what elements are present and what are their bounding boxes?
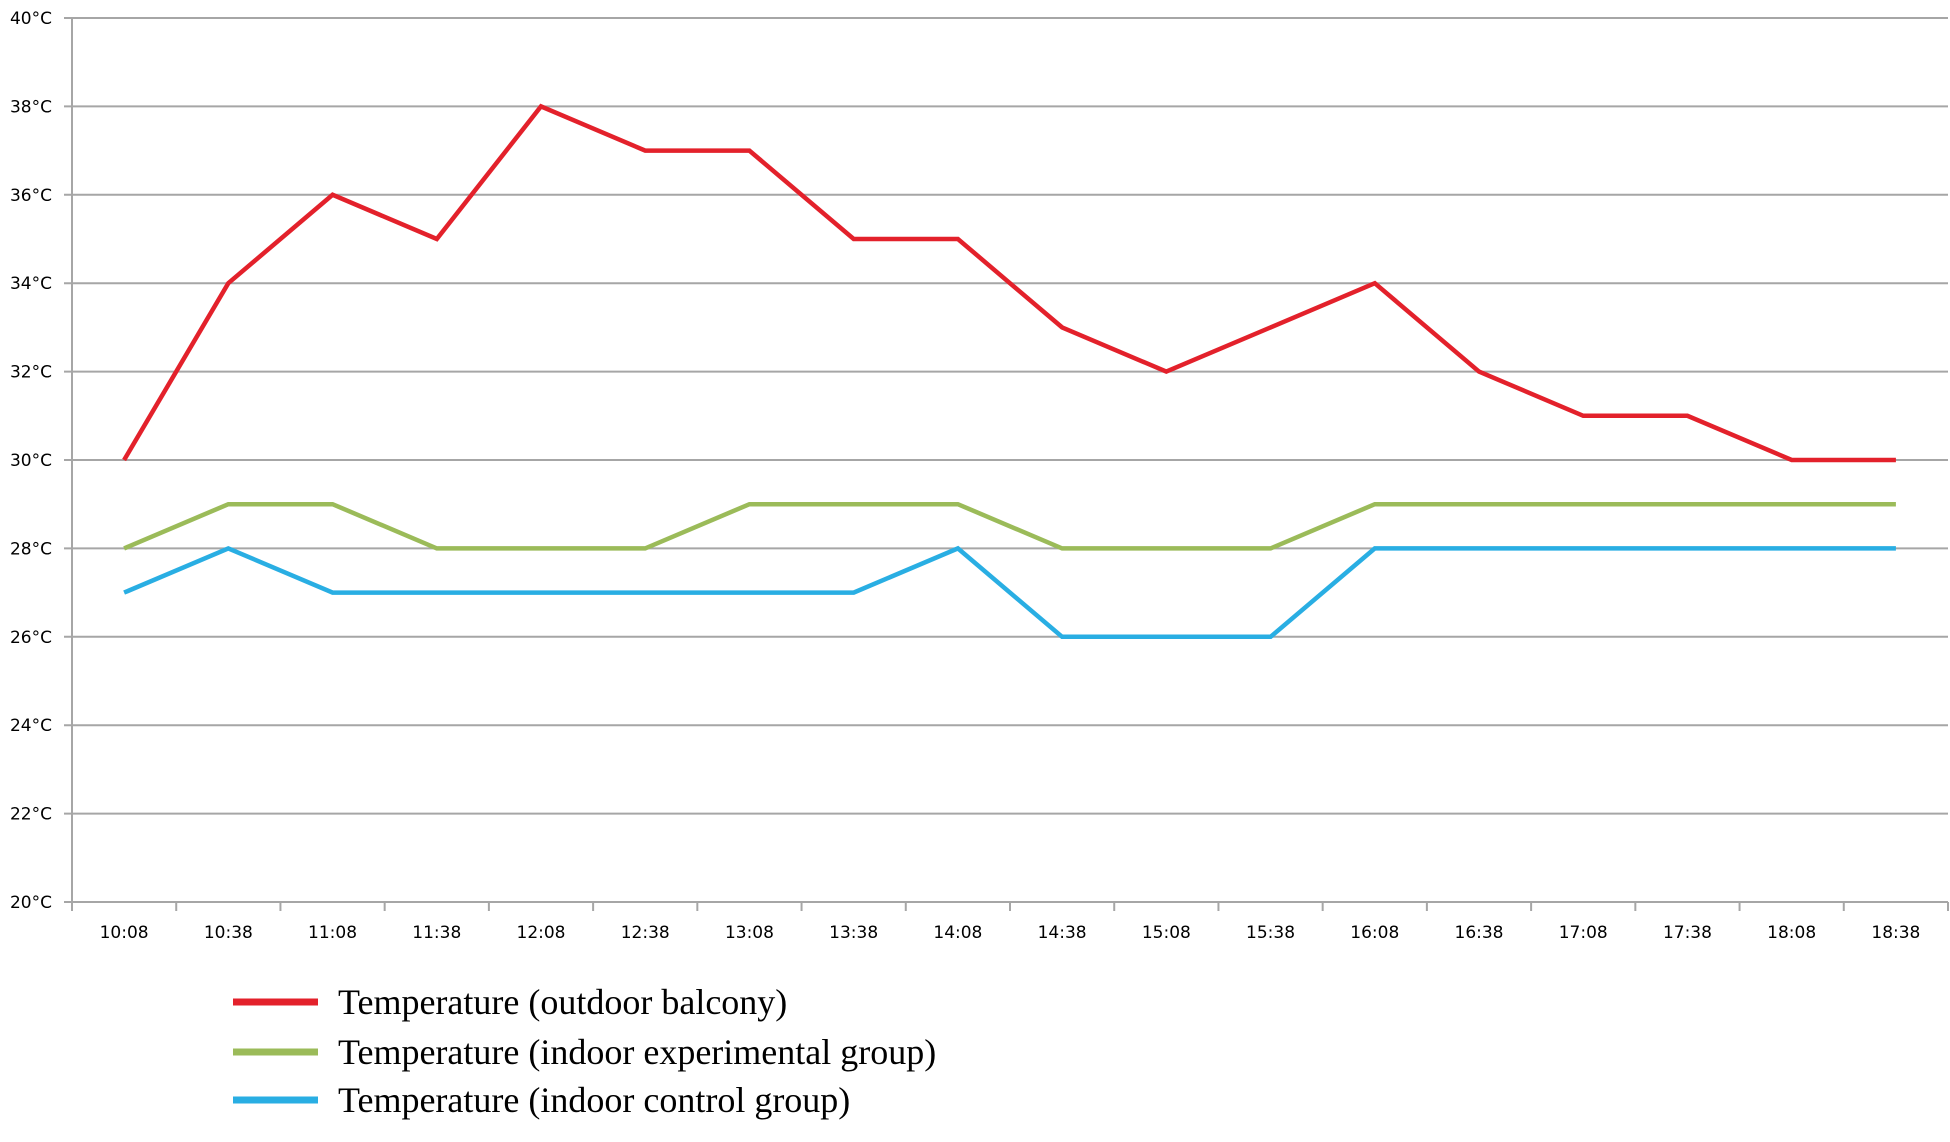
grid-lines <box>64 17 1948 903</box>
x-tick-label: 17:38 <box>1663 923 1712 943</box>
x-tick-label: 10:08 <box>100 923 149 943</box>
legend: Temperature (outdoor balcony) Temperature… <box>233 982 936 1120</box>
legend-label: Temperature (indoor control group) <box>338 1080 850 1120</box>
legend-label: Temperature (indoor experimental group) <box>338 1032 936 1072</box>
x-tick-label: 16:08 <box>1350 923 1399 943</box>
series-line-2 <box>123 501 1896 551</box>
x-tick-label: 15:08 <box>1142 923 1191 943</box>
x-tick-label: 18:08 <box>1767 923 1816 943</box>
series-lines <box>122 103 1896 640</box>
y-axis-ticks: 20°C 22°C 24°C 26°C 28°C 30°C 32°C 34°C 36°C 38°C… <box>10 9 52 913</box>
y-tick-label: 32°C <box>10 363 52 383</box>
x-tick-label: 18:38 <box>1871 923 1920 943</box>
y-tick-label: 36°C <box>10 186 52 206</box>
x-tick-label: 12:08 <box>517 923 566 943</box>
series-line-1 <box>122 103 1896 463</box>
x-tick-label: 17:08 <box>1559 923 1608 943</box>
legend-label: Temperature (outdoor balcony) <box>338 982 787 1022</box>
y-tick-label: 20°C <box>10 893 52 913</box>
y-tick-label: 28°C <box>10 539 52 559</box>
y-tick-label: 22°C <box>10 805 52 825</box>
x-tick-label: 11:38 <box>412 923 461 943</box>
x-tick-label: 13:08 <box>725 923 774 943</box>
y-tick-label: 38°C <box>10 97 52 117</box>
x-tick-label: 15:38 <box>1246 923 1295 943</box>
y-tick-label: 24°C <box>10 716 52 736</box>
x-tick-label: 14:08 <box>933 923 982 943</box>
x-tick-label: 11:08 <box>308 923 357 943</box>
y-tick-label: 30°C <box>10 451 52 471</box>
x-tick-label: 14:38 <box>1038 923 1087 943</box>
x-tick-label: 12:38 <box>621 923 670 943</box>
x-tick-label: 16:38 <box>1455 923 1504 943</box>
series-line-3 <box>123 545 1896 640</box>
x-axis-ticks: 10:08 10:38 11:08 11:38 12:08 12:38 13:08 13:38… <box>71 902 1949 943</box>
y-tick-label: 26°C <box>10 628 52 648</box>
x-tick-label: 13:38 <box>829 923 878 943</box>
x-tick-label: 10:38 <box>204 923 253 943</box>
y-tick-label: 34°C <box>10 274 52 294</box>
y-tick-label: 40°C <box>10 9 52 29</box>
